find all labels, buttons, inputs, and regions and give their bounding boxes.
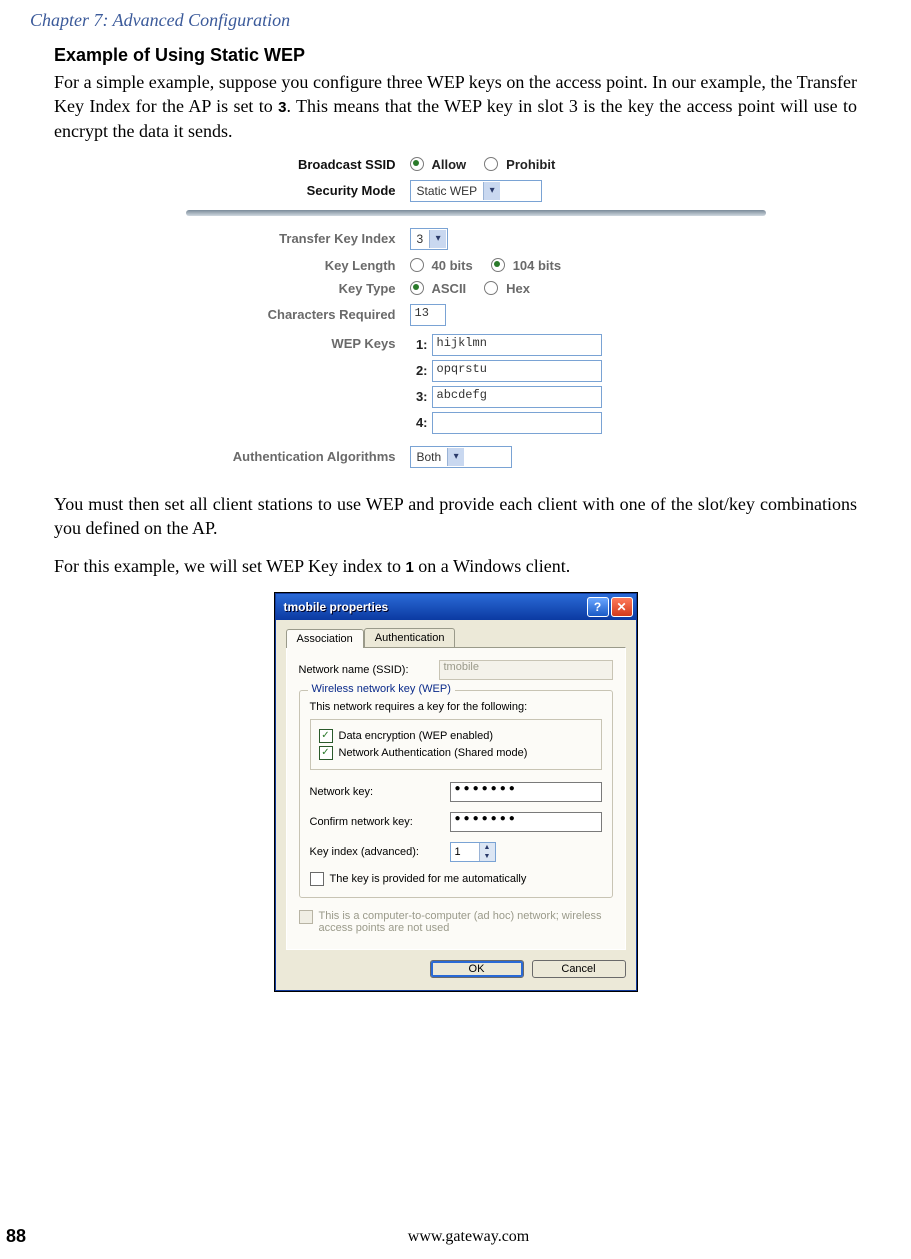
ssid-input[interactable]: tmobile	[439, 660, 613, 680]
keytype-ascii-label: ASCII	[432, 281, 467, 296]
chevron-down-icon: ▾	[483, 182, 500, 200]
separator	[186, 210, 766, 216]
paragraph-3: For this example, we will set WEP Key in…	[54, 554, 857, 578]
windows-dialog-figure: tmobile properties ? ✕ Association Authe…	[54, 593, 857, 991]
security-mode-label: Security Mode	[146, 183, 410, 198]
transfer-key-select[interactable]: 3 ▾	[410, 228, 448, 250]
chk-data-label: Data encryption (WEP enabled)	[339, 730, 494, 742]
ssid-label: Network name (SSID):	[299, 664, 439, 676]
para3-a: For this example, we will set WEP Key in…	[54, 556, 405, 576]
keylen-40-label: 40 bits	[432, 258, 473, 273]
cancel-button[interactable]: Cancel	[532, 960, 626, 978]
chk-key-auto[interactable]: The key is provided for me automatically	[310, 872, 602, 886]
para3-bold: 1	[405, 559, 413, 576]
properties-dialog: tmobile properties ? ✕ Association Authe…	[275, 593, 637, 991]
page-footer: 88 www.gateway.com	[0, 1226, 911, 1247]
spin-up-icon[interactable]: ▲	[480, 843, 495, 852]
wep-key-3-input[interactable]: abcdefg	[432, 386, 602, 408]
tab-authentication[interactable]: Authentication	[364, 628, 456, 647]
para1-bold: 3	[278, 99, 286, 116]
paragraph-1: For a simple example, suppose you config…	[54, 70, 857, 143]
wep-group-desc: This network requires a key for the foll…	[310, 701, 602, 713]
wep-key-2-num: 2:	[410, 363, 428, 378]
prohibit-radio[interactable]	[484, 157, 498, 171]
key-index-spinner[interactable]: 1 ▲ ▼	[450, 842, 496, 862]
page: Chapter 7: Advanced Configuration Exampl…	[0, 0, 911, 1259]
checkbox-disabled-icon	[299, 910, 313, 924]
network-key-label: Network key:	[310, 786, 450, 798]
keylen-104-label: 104 bits	[513, 258, 561, 273]
transfer-key-value: 3	[411, 232, 430, 246]
chk-data-encryption[interactable]: ✓ Data encryption (WEP enabled)	[319, 729, 593, 743]
keytype-ascii-radio[interactable]	[410, 281, 424, 295]
wep-inner-box: ✓ Data encryption (WEP enabled) ✓ Networ…	[310, 719, 602, 770]
keytype-hex-radio[interactable]	[484, 281, 498, 295]
chevron-down-icon: ▾	[429, 230, 446, 248]
close-button[interactable]: ✕	[611, 597, 633, 617]
main-content: Example of Using Static WEP For a simple…	[54, 45, 857, 991]
key-index-label: Key index (advanced):	[310, 846, 450, 858]
transfer-key-label: Transfer Key Index	[146, 231, 410, 246]
network-key-input[interactable]: ●●●●●●●	[450, 782, 602, 802]
security-mode-value: Static WEP	[411, 184, 484, 198]
key-index-value: 1	[451, 843, 479, 861]
ok-button[interactable]: OK	[430, 960, 524, 978]
wep-key-1-input[interactable]: hijklmn	[432, 334, 602, 356]
key-length-label: Key Length	[146, 258, 410, 273]
auth-algo-label: Authentication Algorithms	[146, 449, 410, 464]
allow-label: Allow	[432, 157, 467, 172]
page-number: 88	[6, 1226, 26, 1247]
key-type-label: Key Type	[146, 281, 410, 296]
security-mode-select[interactable]: Static WEP ▾	[410, 180, 542, 202]
tab-strip: Association Authentication	[286, 628, 626, 648]
keytype-hex-label: Hex	[506, 281, 530, 296]
chk-adhoc: This is a computer-to-computer (ad hoc) …	[299, 910, 613, 934]
chk-network-auth[interactable]: ✓ Network Authentication (Shared mode)	[319, 746, 593, 760]
confirm-key-input[interactable]: ●●●●●●●	[450, 812, 602, 832]
wep-key-2-input[interactable]: opqrstu	[432, 360, 602, 382]
section-heading: Example of Using Static WEP	[54, 45, 857, 66]
paragraph-2: You must then set all client stations to…	[54, 492, 857, 541]
auth-algo-value: Both	[411, 450, 448, 464]
chk-auth-label: Network Authentication (Shared mode)	[339, 747, 528, 759]
dialog-title: tmobile properties	[284, 600, 585, 614]
dialog-titlebar: tmobile properties ? ✕	[276, 594, 636, 620]
association-panel: Network name (SSID): tmobile Wireless ne…	[286, 647, 626, 950]
confirm-key-label: Confirm network key:	[310, 816, 450, 828]
chapter-header: Chapter 7: Advanced Configuration	[30, 10, 881, 31]
auth-algo-select[interactable]: Both ▾	[410, 446, 512, 468]
chars-required-label: Characters Required	[146, 307, 410, 322]
wep-key-3-num: 3:	[410, 389, 428, 404]
wep-keys-label: WEP Keys	[146, 334, 410, 351]
wep-key-4-input[interactable]	[432, 412, 602, 434]
para3-b: on a Windows client.	[414, 556, 570, 576]
wep-key-4-num: 4:	[410, 415, 428, 430]
wep-group: Wireless network key (WEP) This network …	[299, 690, 613, 898]
wep-group-title: Wireless network key (WEP)	[308, 683, 455, 695]
wep-key-1-num: 1:	[410, 337, 428, 352]
checkbox-checked-icon: ✓	[319, 746, 333, 760]
dialog-buttons: OK Cancel	[286, 950, 626, 980]
help-button[interactable]: ?	[587, 597, 609, 617]
allow-radio[interactable]	[410, 157, 424, 171]
keylen-104-radio[interactable]	[491, 258, 505, 272]
chk-auto-label: The key is provided for me automatically	[330, 873, 527, 885]
keylen-40-radio[interactable]	[410, 258, 424, 272]
chk-adhoc-label: This is a computer-to-computer (ad hoc) …	[319, 910, 609, 934]
broadcast-ssid-label: Broadcast SSID	[146, 157, 410, 172]
spin-down-icon[interactable]: ▼	[480, 852, 495, 861]
prohibit-label: Prohibit	[506, 157, 555, 172]
chars-required-input[interactable]: 13	[410, 304, 446, 326]
chevron-down-icon: ▾	[447, 448, 464, 466]
ap-config-figure: Broadcast SSID Allow Prohibit Security M…	[146, 157, 766, 468]
footer-url: www.gateway.com	[26, 1228, 911, 1246]
checkbox-checked-icon: ✓	[319, 729, 333, 743]
tab-association[interactable]: Association	[286, 629, 364, 648]
checkbox-unchecked-icon	[310, 872, 324, 886]
